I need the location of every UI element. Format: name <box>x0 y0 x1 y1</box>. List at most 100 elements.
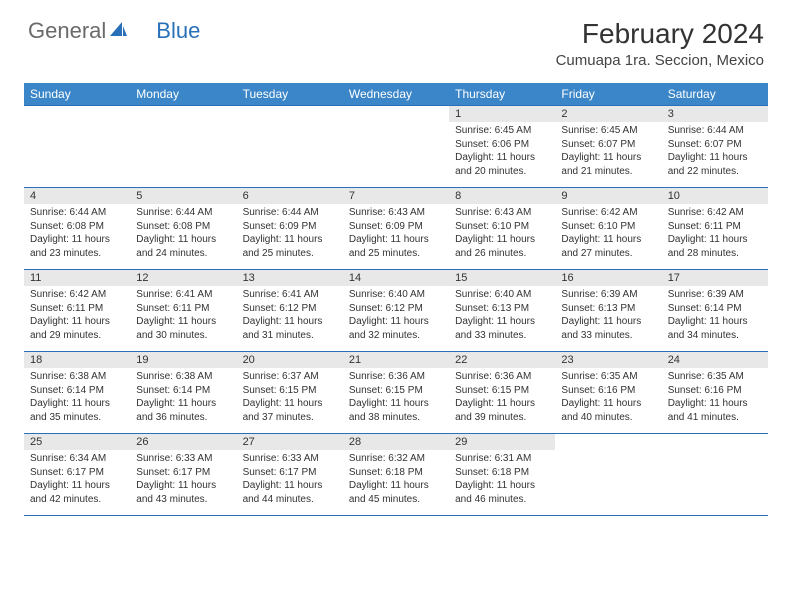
calendar-day-cell: 17Sunrise: 6:39 AMSunset: 6:14 PMDayligh… <box>662 270 768 352</box>
sunset-text: Sunset: 6:18 PM <box>349 466 443 480</box>
calendar-day-cell: 11Sunrise: 6:42 AMSunset: 6:11 PMDayligh… <box>24 270 130 352</box>
daylight-text: Daylight: 11 hours and 24 minutes. <box>136 233 230 260</box>
daylight-text: Daylight: 11 hours and 41 minutes. <box>668 397 762 424</box>
day-content: Sunrise: 6:32 AMSunset: 6:18 PMDaylight:… <box>343 450 449 510</box>
daylight-text: Daylight: 11 hours and 45 minutes. <box>349 479 443 506</box>
day-number: 23 <box>555 352 661 368</box>
sunrise-text: Sunrise: 6:44 AM <box>243 206 337 220</box>
sunset-text: Sunset: 6:17 PM <box>30 466 124 480</box>
daylight-text: Daylight: 11 hours and 26 minutes. <box>455 233 549 260</box>
calendar-day-cell: 18Sunrise: 6:38 AMSunset: 6:14 PMDayligh… <box>24 352 130 434</box>
day-number: 27 <box>237 434 343 450</box>
day-content: Sunrise: 6:37 AMSunset: 6:15 PMDaylight:… <box>237 368 343 428</box>
calendar-day-cell: 24Sunrise: 6:35 AMSunset: 6:16 PMDayligh… <box>662 352 768 434</box>
sunset-text: Sunset: 6:07 PM <box>561 138 655 152</box>
day-content: Sunrise: 6:40 AMSunset: 6:12 PMDaylight:… <box>343 286 449 346</box>
sunrise-text: Sunrise: 6:45 AM <box>561 124 655 138</box>
calendar-day-cell: 15Sunrise: 6:40 AMSunset: 6:13 PMDayligh… <box>449 270 555 352</box>
sunrise-text: Sunrise: 6:42 AM <box>30 288 124 302</box>
daylight-text: Daylight: 11 hours and 23 minutes. <box>30 233 124 260</box>
sunset-text: Sunset: 6:13 PM <box>455 302 549 316</box>
day-number <box>24 106 130 122</box>
day-content: Sunrise: 6:35 AMSunset: 6:16 PMDaylight:… <box>662 368 768 428</box>
daylight-text: Daylight: 11 hours and 39 minutes. <box>455 397 549 424</box>
day-number: 2 <box>555 106 661 122</box>
day-content: Sunrise: 6:44 AMSunset: 6:07 PMDaylight:… <box>662 122 768 182</box>
sunset-text: Sunset: 6:07 PM <box>668 138 762 152</box>
sunrise-text: Sunrise: 6:44 AM <box>136 206 230 220</box>
sunset-text: Sunset: 6:09 PM <box>243 220 337 234</box>
daylight-text: Daylight: 11 hours and 38 minutes. <box>349 397 443 424</box>
daylight-text: Daylight: 11 hours and 34 minutes. <box>668 315 762 342</box>
day-number: 8 <box>449 188 555 204</box>
day-content: Sunrise: 6:33 AMSunset: 6:17 PMDaylight:… <box>237 450 343 510</box>
day-content: Sunrise: 6:36 AMSunset: 6:15 PMDaylight:… <box>449 368 555 428</box>
day-content: Sunrise: 6:34 AMSunset: 6:17 PMDaylight:… <box>24 450 130 510</box>
sunset-text: Sunset: 6:16 PM <box>561 384 655 398</box>
day-number: 17 <box>662 270 768 286</box>
day-header-row: Sunday Monday Tuesday Wednesday Thursday… <box>24 83 768 106</box>
daylight-text: Daylight: 11 hours and 21 minutes. <box>561 151 655 178</box>
day-header: Thursday <box>449 83 555 106</box>
calendar-day-cell: 21Sunrise: 6:36 AMSunset: 6:15 PMDayligh… <box>343 352 449 434</box>
sunset-text: Sunset: 6:17 PM <box>243 466 337 480</box>
sunset-text: Sunset: 6:12 PM <box>243 302 337 316</box>
sunrise-text: Sunrise: 6:38 AM <box>30 370 124 384</box>
sunset-text: Sunset: 6:12 PM <box>349 302 443 316</box>
sunrise-text: Sunrise: 6:42 AM <box>668 206 762 220</box>
daylight-text: Daylight: 11 hours and 44 minutes. <box>243 479 337 506</box>
sunset-text: Sunset: 6:14 PM <box>668 302 762 316</box>
day-content: Sunrise: 6:44 AMSunset: 6:08 PMDaylight:… <box>130 204 236 264</box>
day-content: Sunrise: 6:43 AMSunset: 6:10 PMDaylight:… <box>449 204 555 264</box>
calendar-day-cell: 25Sunrise: 6:34 AMSunset: 6:17 PMDayligh… <box>24 434 130 516</box>
sunset-text: Sunset: 6:06 PM <box>455 138 549 152</box>
calendar-day-cell <box>343 106 449 188</box>
calendar-day-cell: 29Sunrise: 6:31 AMSunset: 6:18 PMDayligh… <box>449 434 555 516</box>
calendar-day-cell <box>130 106 236 188</box>
day-content: Sunrise: 6:41 AMSunset: 6:11 PMDaylight:… <box>130 286 236 346</box>
day-number <box>130 106 236 122</box>
sunrise-text: Sunrise: 6:39 AM <box>561 288 655 302</box>
sunset-text: Sunset: 6:11 PM <box>136 302 230 316</box>
sunrise-text: Sunrise: 6:36 AM <box>349 370 443 384</box>
day-number: 26 <box>130 434 236 450</box>
sunset-text: Sunset: 6:15 PM <box>243 384 337 398</box>
day-header: Monday <box>130 83 236 106</box>
day-number: 11 <box>24 270 130 286</box>
day-number: 28 <box>343 434 449 450</box>
sunset-text: Sunset: 6:14 PM <box>30 384 124 398</box>
day-number: 7 <box>343 188 449 204</box>
sunrise-text: Sunrise: 6:40 AM <box>349 288 443 302</box>
day-number: 5 <box>130 188 236 204</box>
daylight-text: Daylight: 11 hours and 40 minutes. <box>561 397 655 424</box>
day-header: Wednesday <box>343 83 449 106</box>
day-number: 18 <box>24 352 130 368</box>
calendar-day-cell: 27Sunrise: 6:33 AMSunset: 6:17 PMDayligh… <box>237 434 343 516</box>
calendar-day-cell: 10Sunrise: 6:42 AMSunset: 6:11 PMDayligh… <box>662 188 768 270</box>
calendar-day-cell: 22Sunrise: 6:36 AMSunset: 6:15 PMDayligh… <box>449 352 555 434</box>
calendar-day-cell: 4Sunrise: 6:44 AMSunset: 6:08 PMDaylight… <box>24 188 130 270</box>
day-content: Sunrise: 6:38 AMSunset: 6:14 PMDaylight:… <box>24 368 130 428</box>
calendar-week-row: 25Sunrise: 6:34 AMSunset: 6:17 PMDayligh… <box>24 434 768 516</box>
day-content: Sunrise: 6:44 AMSunset: 6:09 PMDaylight:… <box>237 204 343 264</box>
sunset-text: Sunset: 6:14 PM <box>136 384 230 398</box>
calendar-body: 1 Sunrise: 6:45 AM Sunset: 6:06 PM Daylight… <box>24 106 768 516</box>
daylight-text: Daylight: 11 hours and 33 minutes. <box>455 315 549 342</box>
calendar-day-cell: 12Sunrise: 6:41 AMSunset: 6:11 PMDayligh… <box>130 270 236 352</box>
day-number: 1 <box>449 106 555 122</box>
calendar-day-cell: 3Sunrise: 6:44 AMSunset: 6:07 PMDaylight… <box>662 106 768 188</box>
calendar-day-cell <box>237 106 343 188</box>
day-number: 9 <box>555 188 661 204</box>
day-number: 24 <box>662 352 768 368</box>
day-header: Tuesday <box>237 83 343 106</box>
day-content: Sunrise: 6:31 AMSunset: 6:18 PMDaylight:… <box>449 450 555 510</box>
day-content: Sunrise: 6:40 AMSunset: 6:13 PMDaylight:… <box>449 286 555 346</box>
calendar-day-cell: 8Sunrise: 6:43 AMSunset: 6:10 PMDaylight… <box>449 188 555 270</box>
day-number: 12 <box>130 270 236 286</box>
calendar-day-cell: 7Sunrise: 6:43 AMSunset: 6:09 PMDaylight… <box>343 188 449 270</box>
calendar-day-cell: 20Sunrise: 6:37 AMSunset: 6:15 PMDayligh… <box>237 352 343 434</box>
day-content: Sunrise: 6:42 AMSunset: 6:11 PMDaylight:… <box>24 286 130 346</box>
calendar-day-cell: 28Sunrise: 6:32 AMSunset: 6:18 PMDayligh… <box>343 434 449 516</box>
day-number: 22 <box>449 352 555 368</box>
calendar-day-cell: 13Sunrise: 6:41 AMSunset: 6:12 PMDayligh… <box>237 270 343 352</box>
